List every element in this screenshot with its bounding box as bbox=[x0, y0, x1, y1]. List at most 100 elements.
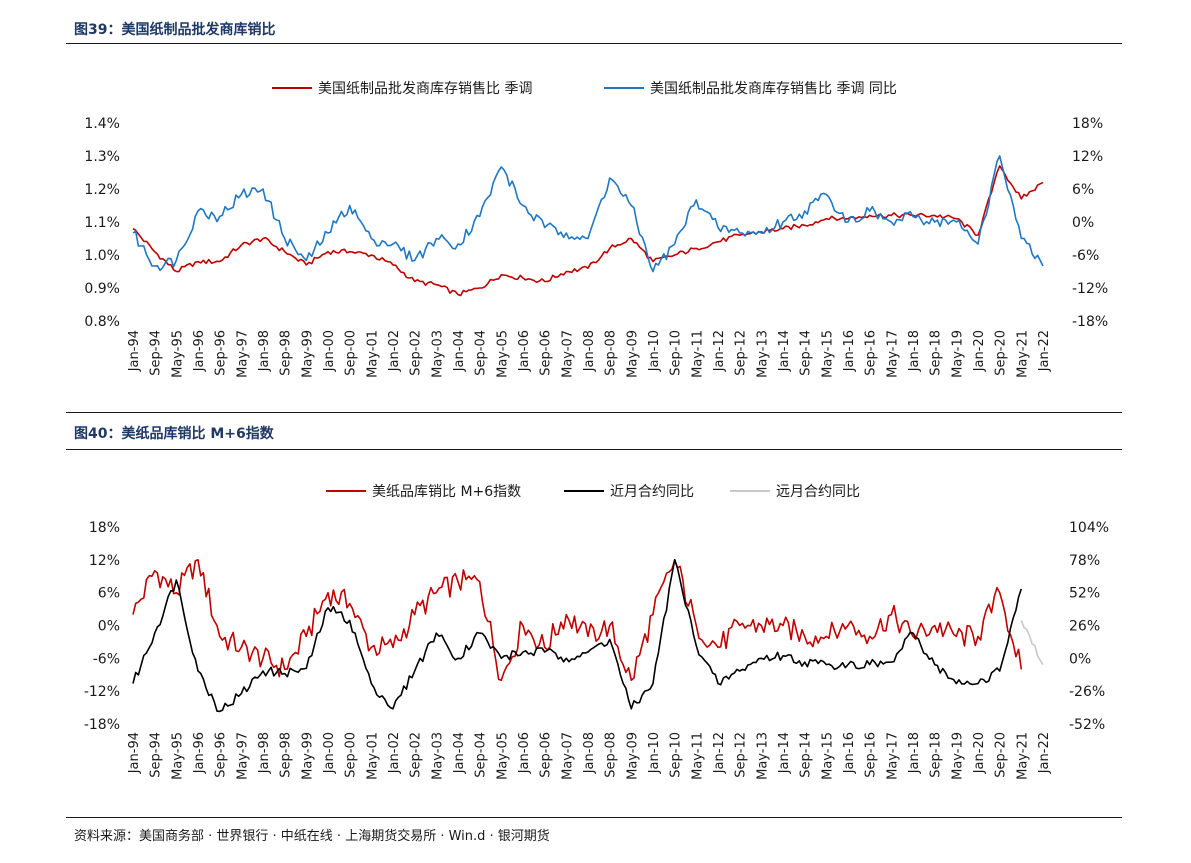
source-note: 资料来源：美国商务部 · 世界银行 · 中纸在线 · 上海期货交易所 · Win… bbox=[74, 829, 550, 844]
x-tick-label: May-03 bbox=[430, 732, 445, 780]
x-tick-label: May-95 bbox=[170, 732, 185, 780]
y-tick-left: 1.4% bbox=[84, 116, 120, 132]
y-tick-right: 0% bbox=[1072, 215, 1094, 231]
chart-2: 美纸品库销比 M+6指数 近月合约同比 远月合约同比 -18% -12% -6% 0% 6% 1… bbox=[84, 484, 1109, 780]
x-tick-label: Jan-22 bbox=[1037, 732, 1052, 774]
x-tick-label: May-09 bbox=[625, 330, 640, 378]
series-line-2 bbox=[132, 559, 1023, 713]
y-tick-left: 0.8% bbox=[84, 314, 120, 330]
x-tick-label: Sep-20 bbox=[994, 732, 1009, 778]
series-line-1 bbox=[132, 165, 1044, 297]
x-tick-label: May-13 bbox=[755, 330, 770, 378]
x-tick-label: Jan-02 bbox=[387, 732, 402, 774]
y-tick-right: -18% bbox=[1072, 314, 1108, 330]
y-tick-right: 52% bbox=[1069, 586, 1100, 602]
x-tick-label: Sep-02 bbox=[409, 330, 424, 376]
y-tick-left: -12% bbox=[84, 684, 120, 700]
y-tick-right: 0% bbox=[1069, 651, 1091, 667]
x-tick-label: Jan-94 bbox=[127, 330, 142, 372]
y-tick-left: 12% bbox=[89, 553, 120, 569]
x-tick-label: Jan-16 bbox=[842, 330, 857, 372]
x-tick-label: Jan-98 bbox=[257, 330, 272, 372]
chart-1: 美国纸制品批发商库存销售比 季调 美国纸制品批发商库存销售比 季调 同比 0.8% 0… bbox=[84, 81, 1108, 378]
x-tick-label: May-95 bbox=[170, 330, 185, 378]
x-tick-label: May-01 bbox=[365, 732, 380, 780]
legend-label: 美国纸制品批发商库存销售比 季调 bbox=[318, 81, 532, 97]
x-tick-label: May-19 bbox=[950, 732, 965, 780]
y-tick-left: 1.1% bbox=[84, 215, 120, 231]
x-tick-label: Jan-02 bbox=[387, 330, 402, 372]
x-tick-label: Jan-20 bbox=[972, 330, 987, 372]
x-tick-label: Sep-98 bbox=[279, 330, 294, 376]
x-tick-label: Jan-06 bbox=[517, 732, 532, 774]
x-tick-label: May-17 bbox=[885, 732, 900, 780]
x-tick-label: Sep-00 bbox=[344, 732, 359, 778]
x-tick-label: Sep-04 bbox=[474, 732, 489, 778]
x-tick-label: Jan-94 bbox=[127, 732, 142, 774]
figure-1-top-rule bbox=[66, 43, 1122, 44]
x-tick-label: Jan-06 bbox=[517, 330, 532, 372]
x-tick-label: Sep-08 bbox=[604, 732, 619, 778]
x-tick-label: Jan-04 bbox=[452, 330, 467, 372]
x-tick-label: Jan-18 bbox=[907, 732, 922, 774]
x-tick-label: Jan-12 bbox=[712, 330, 727, 372]
x-tick-label: Sep-02 bbox=[409, 732, 424, 778]
y-tick-left: -6% bbox=[93, 651, 120, 667]
x-tick-label: Sep-94 bbox=[149, 330, 164, 376]
x-tick-label: May-11 bbox=[690, 732, 705, 780]
x-tick-label: May-13 bbox=[755, 732, 770, 780]
x-tick-label: May-97 bbox=[235, 330, 250, 378]
x-tick-label: Jan-22 bbox=[1037, 330, 1052, 372]
x-tick-label: Sep-12 bbox=[734, 330, 749, 376]
x-tick-label: Jan-96 bbox=[192, 330, 207, 372]
x-tick-label: Sep-16 bbox=[864, 330, 879, 376]
y-tick-right: -12% bbox=[1072, 281, 1108, 297]
x-tick-label: Sep-00 bbox=[344, 330, 359, 376]
x-tick-label: Jan-20 bbox=[972, 732, 987, 774]
x-tick-label: Sep-10 bbox=[669, 732, 684, 778]
x-tick-label: May-19 bbox=[950, 330, 965, 378]
x-tick-label: May-15 bbox=[820, 330, 835, 378]
legend-label: 远月合约同比 bbox=[776, 484, 860, 500]
x-tick-label: May-99 bbox=[300, 330, 315, 378]
x-tick-label: Sep-96 bbox=[214, 330, 229, 376]
x-tick-label: May-17 bbox=[885, 330, 900, 378]
x-tick-label: Jan-14 bbox=[777, 732, 792, 774]
x-tick-label: Jan-08 bbox=[582, 732, 597, 774]
x-tick-label: May-09 bbox=[625, 732, 640, 780]
series-line-1 bbox=[132, 559, 1023, 681]
x-tick-label: May-05 bbox=[495, 732, 510, 780]
x-tick-label: Jan-14 bbox=[777, 330, 792, 372]
y-tick-right: 18% bbox=[1072, 116, 1103, 132]
y-tick-left: 0.9% bbox=[84, 281, 120, 297]
x-tick-label: May-97 bbox=[235, 732, 250, 780]
x-tick-label: Sep-98 bbox=[279, 732, 294, 778]
x-tick-label: Jan-00 bbox=[322, 732, 337, 774]
figure-2-top-rule bbox=[66, 449, 1122, 450]
x-tick-label: May-21 bbox=[1015, 330, 1030, 378]
x-tick-label: Sep-16 bbox=[864, 732, 879, 778]
y-tick-right: 78% bbox=[1069, 553, 1100, 569]
x-tick-label: Jan-16 bbox=[842, 732, 857, 774]
y-tick-left: 18% bbox=[89, 520, 120, 536]
y-tick-left: 1.0% bbox=[84, 248, 120, 264]
y-tick-left: 0% bbox=[98, 619, 120, 635]
x-tick-label: Sep-96 bbox=[214, 732, 229, 778]
x-tick-label: Sep-12 bbox=[734, 732, 749, 778]
x-tick-label: May-99 bbox=[300, 732, 315, 780]
y-tick-right: -26% bbox=[1069, 684, 1105, 700]
x-tick-label: Sep-10 bbox=[669, 330, 684, 376]
x-tick-label: May-15 bbox=[820, 732, 835, 780]
x-tick-label: Jan-10 bbox=[647, 732, 662, 774]
x-tick-label: Sep-06 bbox=[539, 732, 554, 778]
legend-label: 美纸品库销比 M+6指数 bbox=[372, 484, 521, 500]
x-tick-label: May-07 bbox=[560, 732, 575, 780]
x-tick-label: May-07 bbox=[560, 330, 575, 378]
x-tick-label: May-03 bbox=[430, 330, 445, 378]
x-tick-label: Jan-08 bbox=[582, 330, 597, 372]
x-tick-label: Sep-14 bbox=[799, 330, 814, 376]
y-tick-left: 1.3% bbox=[84, 149, 120, 165]
x-tick-label: May-05 bbox=[495, 330, 510, 378]
x-tick-label: May-11 bbox=[690, 330, 705, 378]
x-tick-label: Jan-98 bbox=[257, 732, 272, 774]
